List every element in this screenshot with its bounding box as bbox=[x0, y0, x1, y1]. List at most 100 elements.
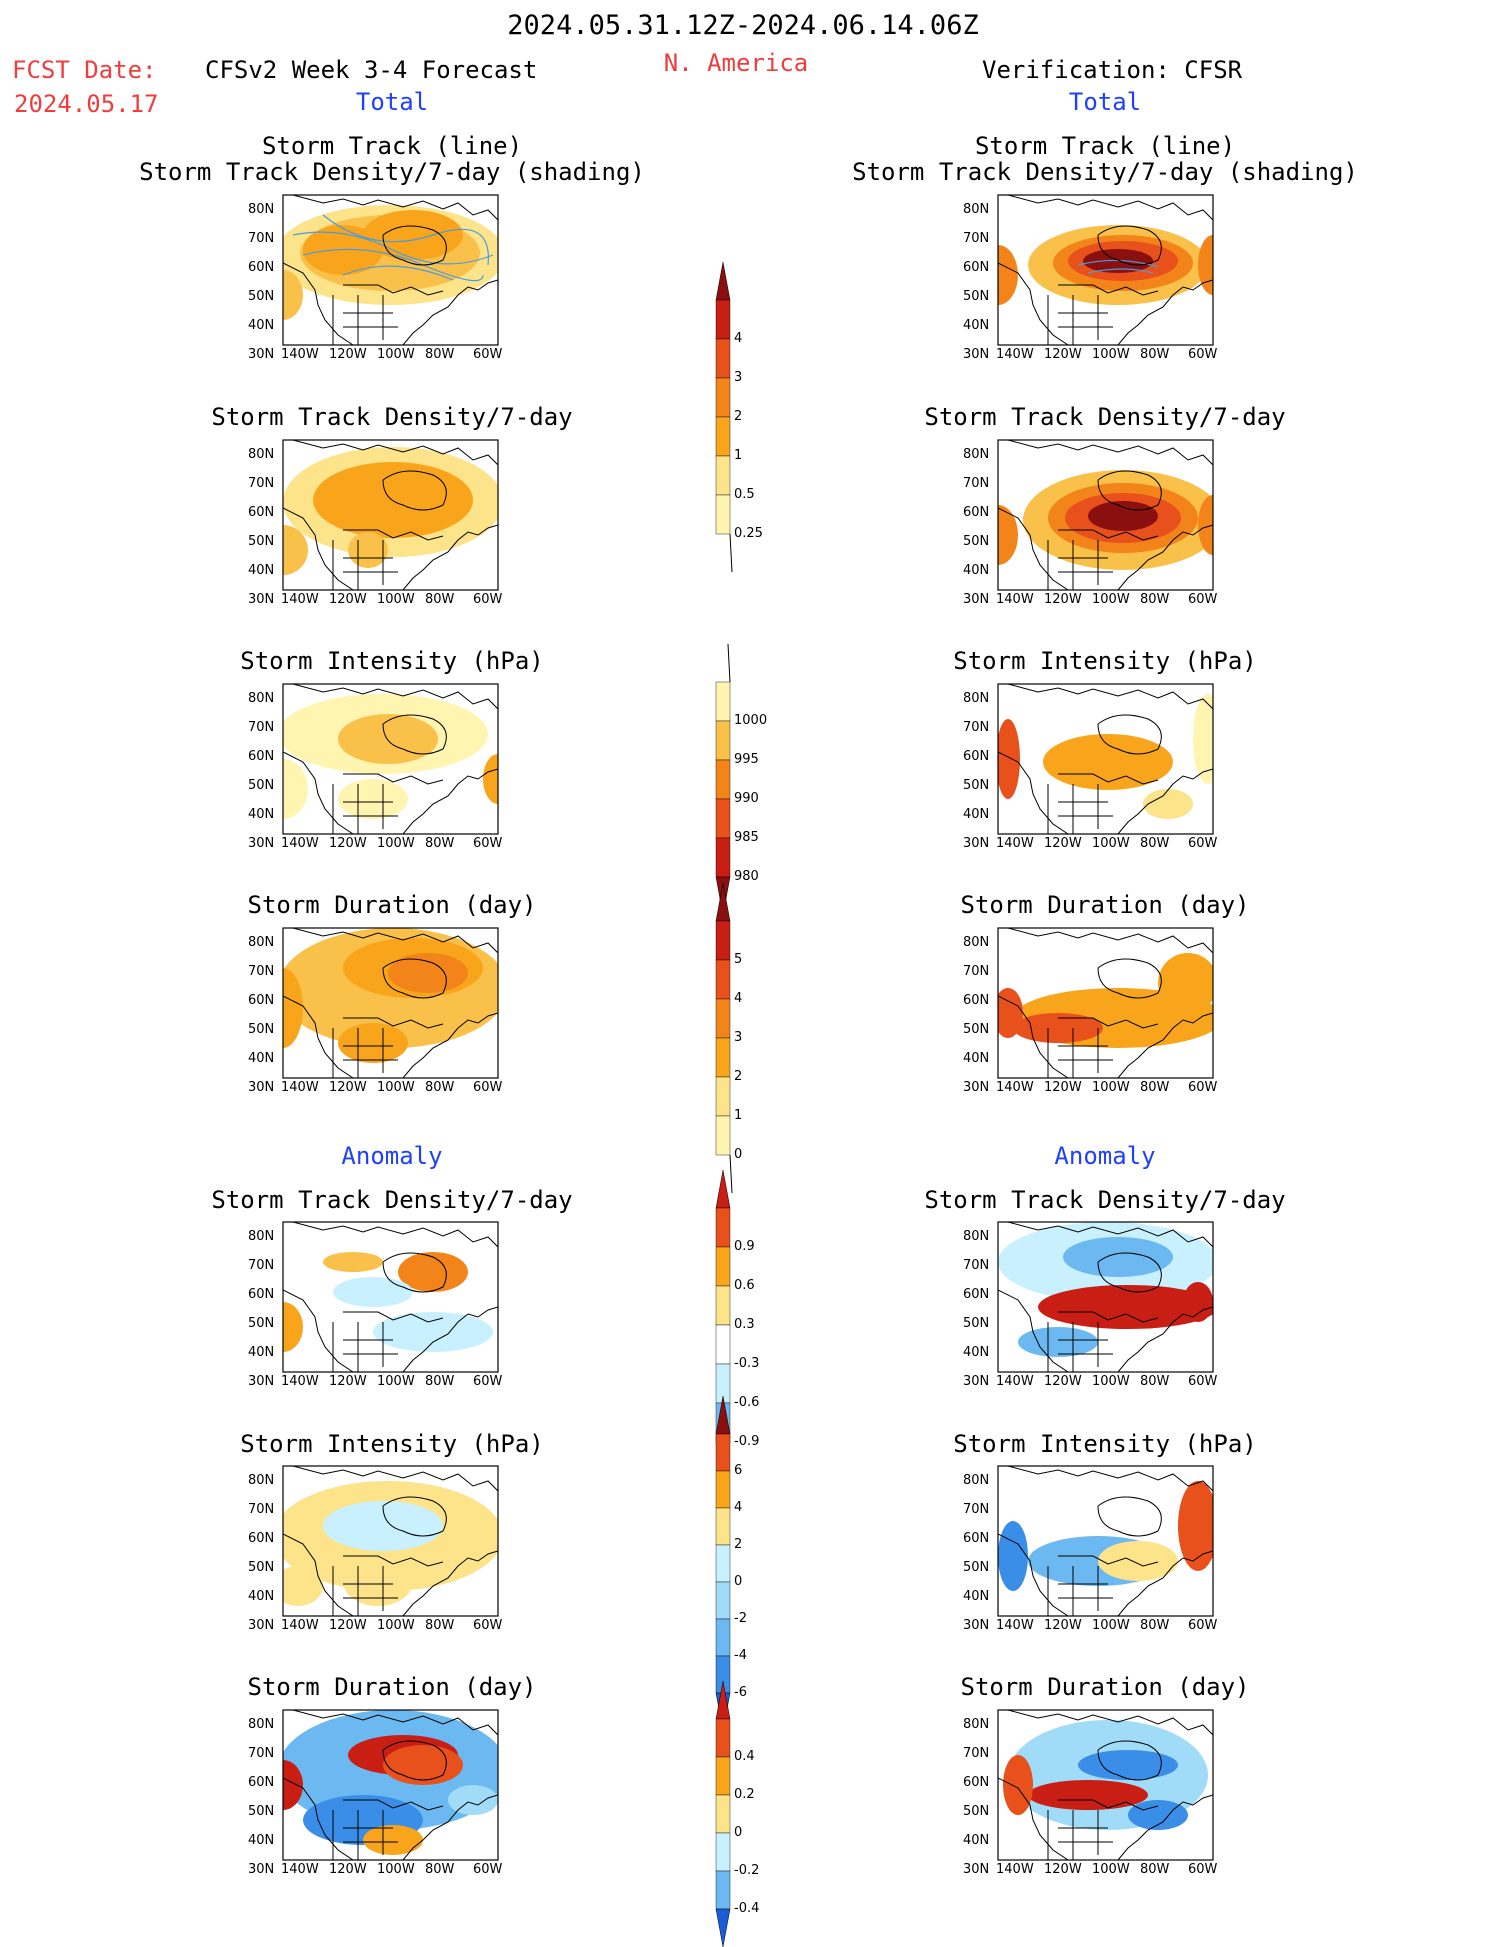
colorbar-bin bbox=[715, 681, 731, 722]
colorbar-bin bbox=[715, 759, 731, 800]
colorbar-bin bbox=[715, 1718, 731, 1758]
colorbar-tick-label: 0.4 bbox=[734, 1749, 755, 1764]
lat-tick-label: 80N bbox=[963, 202, 990, 217]
lat-tick-label: 50N bbox=[248, 1804, 275, 1819]
lat-tick-label: 80N bbox=[248, 447, 275, 462]
lon-tick-label: 100W bbox=[1092, 1080, 1130, 1095]
lon-tick-label: 120W bbox=[329, 592, 367, 607]
lon-tick-label: 80W bbox=[425, 592, 455, 607]
colorbar-bin bbox=[715, 1285, 731, 1326]
map-panel-verification-1 bbox=[997, 439, 1214, 591]
storm-track-line bbox=[342, 265, 454, 281]
lon-tick-label: 80W bbox=[1140, 592, 1170, 607]
colorbar-tick-label: 1 bbox=[734, 1108, 743, 1123]
date-range-title: 2024.05.31.12Z-2024.06.14.06Z bbox=[507, 10, 979, 41]
lon-tick-label: 100W bbox=[377, 836, 415, 851]
lat-tick-label: 30N bbox=[248, 1618, 275, 1633]
map-panel-verification-0 bbox=[997, 194, 1214, 346]
colorbar-arrow-bottom bbox=[729, 533, 733, 573]
coastline bbox=[998, 440, 1213, 590]
shading-region bbox=[998, 245, 1018, 305]
colorbar-arrow-top bbox=[715, 1680, 731, 1720]
colorbar-arrow-bottom bbox=[729, 1154, 733, 1194]
shading-region bbox=[1128, 1800, 1188, 1830]
total-section-label-right: Total bbox=[1068, 88, 1142, 116]
lat-tick-label: 80N bbox=[963, 1717, 990, 1732]
shading-region bbox=[283, 759, 308, 819]
colorbar-bin bbox=[715, 959, 731, 1000]
lat-tick-label: 80N bbox=[248, 202, 275, 217]
colorbar-tick-label: -2 bbox=[734, 1611, 747, 1626]
lon-tick-label: 120W bbox=[329, 1862, 367, 1877]
colorbar-tick-label: 0.6 bbox=[734, 1278, 755, 1293]
lat-tick-label: 60N bbox=[963, 1287, 990, 1302]
shading-region bbox=[373, 1312, 493, 1352]
lat-tick-label: 70N bbox=[248, 720, 275, 735]
map-frame bbox=[282, 194, 499, 346]
panel-title-track-line-left: Storm Track (line) bbox=[261, 132, 523, 160]
lat-tick-label: 80N bbox=[248, 1229, 275, 1244]
lat-tick-label: 70N bbox=[963, 720, 990, 735]
lat-tick-label: 70N bbox=[248, 1258, 275, 1273]
lon-tick-label: 100W bbox=[377, 1618, 415, 1633]
colorbar-tick-label: 1000 bbox=[734, 713, 768, 728]
coastline bbox=[998, 1710, 1213, 1860]
panel-title-density-anom-left: Storm Track Density/7-day bbox=[211, 1186, 573, 1214]
coastline bbox=[283, 1710, 498, 1860]
lon-tick-label: 100W bbox=[1092, 1374, 1130, 1389]
lon-tick-label: 80W bbox=[425, 836, 455, 851]
coastline bbox=[998, 1466, 1213, 1616]
shading-region bbox=[398, 1252, 468, 1292]
map-frame bbox=[282, 927, 499, 1079]
map-frame bbox=[997, 927, 1214, 1079]
lat-tick-label: 80N bbox=[963, 1473, 990, 1488]
lat-tick-label: 30N bbox=[248, 1862, 275, 1877]
map-frame bbox=[282, 1465, 499, 1617]
lon-tick-label: 100W bbox=[1092, 592, 1130, 607]
colorbar-tick-label: 0.25 bbox=[734, 526, 763, 541]
colorbar-tick-label: 985 bbox=[734, 830, 759, 845]
lon-tick-label: 60W bbox=[1188, 592, 1218, 607]
colorbar-tick-label: 0.2 bbox=[734, 1787, 755, 1802]
colorbar-tick-label: 0.3 bbox=[734, 1317, 755, 1332]
storm-track-line bbox=[1087, 268, 1154, 274]
colorbar-bin bbox=[715, 338, 731, 379]
lat-tick-label: 70N bbox=[963, 231, 990, 246]
shading-region bbox=[283, 525, 308, 575]
map-panel-verification-2 bbox=[997, 683, 1214, 835]
lat-tick-label: 40N bbox=[248, 318, 275, 333]
shading-region bbox=[323, 1252, 383, 1272]
colorbar-tick-label: 0 bbox=[734, 1574, 743, 1589]
lon-tick-label: 60W bbox=[473, 1618, 503, 1633]
panel-title-track-shading-left: Storm Track Density/7-day (shading) bbox=[139, 158, 645, 186]
lat-tick-label: 50N bbox=[963, 1316, 990, 1331]
map-frame bbox=[997, 1709, 1214, 1861]
lon-tick-label: 60W bbox=[473, 592, 503, 607]
colorbar-bin bbox=[715, 377, 731, 418]
colorbar-tick-label: -0.9 bbox=[734, 1434, 760, 1449]
shading-region bbox=[1198, 235, 1213, 295]
lat-tick-label: 30N bbox=[963, 1374, 990, 1389]
colorbar-tick-label: -0.6 bbox=[734, 1395, 760, 1410]
lon-tick-label: 140W bbox=[281, 347, 319, 362]
lat-tick-label: 30N bbox=[963, 592, 990, 607]
lon-tick-label: 80W bbox=[1140, 347, 1170, 362]
colorbar-tick-label: 4 bbox=[734, 991, 743, 1006]
lon-tick-label: 120W bbox=[329, 1618, 367, 1633]
lat-tick-label: 30N bbox=[963, 347, 990, 362]
colorbar-tick-label: 4 bbox=[734, 331, 743, 346]
map-panel-verification-6 bbox=[997, 1709, 1214, 1861]
map-panel-forecast-3 bbox=[282, 927, 499, 1079]
lon-tick-label: 140W bbox=[281, 1374, 319, 1389]
lon-tick-label: 80W bbox=[1140, 1374, 1170, 1389]
lat-tick-label: 60N bbox=[248, 505, 275, 520]
colorbar-arrow-top bbox=[715, 1395, 731, 1435]
colorbar-arrow-top bbox=[727, 643, 731, 683]
lon-tick-label: 140W bbox=[281, 1080, 319, 1095]
colorbar-density-total bbox=[715, 261, 733, 573]
lat-tick-label: 80N bbox=[248, 691, 275, 706]
shading-region bbox=[283, 1302, 303, 1352]
lon-tick-label: 120W bbox=[1044, 1862, 1082, 1877]
lat-tick-label: 60N bbox=[963, 260, 990, 275]
lon-tick-label: 100W bbox=[377, 1080, 415, 1095]
